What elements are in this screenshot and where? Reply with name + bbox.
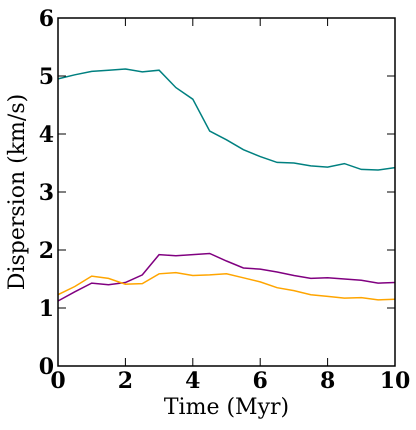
series-line-2 (57, 252, 396, 302)
y-tick-label: 1 (39, 296, 54, 322)
x-axis-label: Time (Myr) (164, 395, 289, 420)
y-tick-label: 2 (39, 238, 54, 264)
y-tick-label: 5 (39, 64, 54, 90)
y-tick-label: 6 (39, 6, 54, 32)
series-layer (57, 68, 396, 302)
x-tick-label: 4 (185, 368, 200, 394)
series-line-1 (57, 68, 396, 171)
y-tick-label: 4 (39, 122, 54, 148)
y-tick-label: 0 (39, 354, 54, 380)
x-tick-label: 8 (320, 368, 335, 394)
x-tick-label: 2 (118, 368, 133, 394)
tick-layer: 0 2 4 6 8 10 0 1 2 3 4 5 6 (39, 6, 411, 394)
x-tick-label: 0 (50, 368, 65, 394)
y-tick-label: 3 (39, 180, 54, 206)
series-line-3 (57, 271, 396, 301)
x-tick-label: 10 (380, 368, 411, 394)
y-axis-label: Dispersion (km/s) (5, 94, 30, 290)
x-tick-label: 6 (253, 368, 268, 394)
